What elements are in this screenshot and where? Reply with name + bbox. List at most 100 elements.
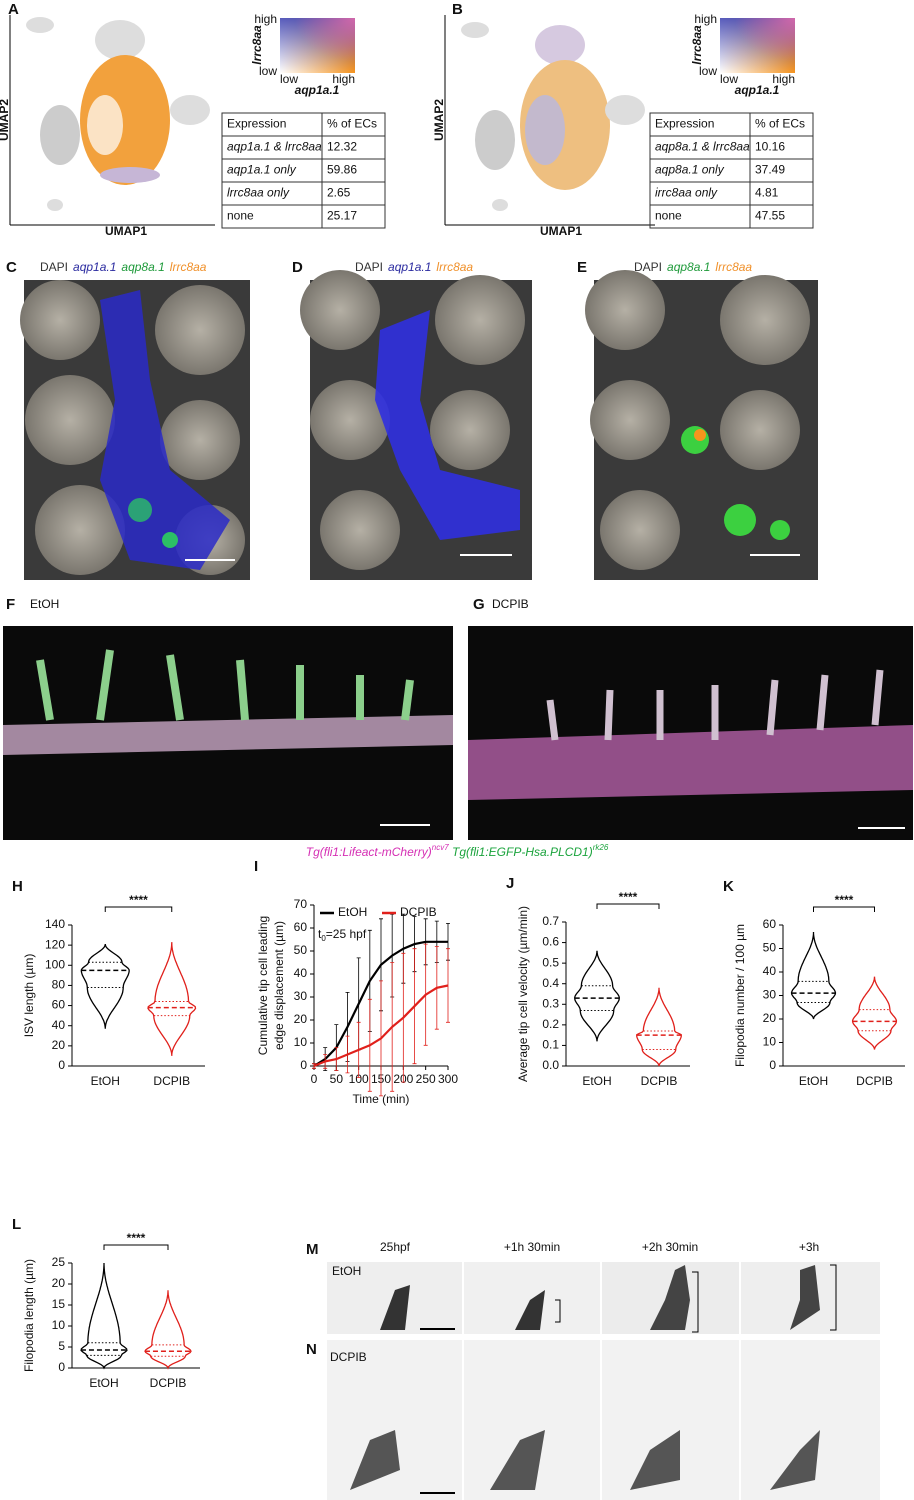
table-cell: lrrc8aa only	[227, 186, 290, 200]
y-tick-label: 0.4	[542, 976, 559, 990]
panel-letter: B	[452, 1, 463, 18]
image-f	[3, 626, 453, 840]
table-cell: irrc8aa only	[655, 186, 718, 200]
y-tick-label: 20	[294, 1012, 308, 1026]
axis-label: UMAP1	[105, 224, 147, 238]
panel-letter: I	[254, 858, 258, 875]
y-tick-label: 20	[52, 1276, 66, 1290]
y-tick-label: 0	[300, 1058, 307, 1072]
significance: ****	[835, 893, 854, 907]
condition: EtOH	[332, 1264, 361, 1278]
annotation-part: 0	[321, 934, 326, 943]
stain-label: DAPI aqp1a.1 aqp8a.1 lrrc8aa	[40, 260, 207, 274]
significance-bracket	[104, 906, 173, 912]
table-cell: 12.32	[327, 140, 357, 154]
table-header: % of ECs	[755, 117, 805, 131]
table-cell: 2.65	[327, 186, 351, 200]
legend-tick: low	[259, 64, 277, 78]
caption-part: Tg(fli1:Lifeact-mCherry)	[306, 845, 432, 859]
violin	[574, 950, 620, 1042]
y-axis-label: Filopodia number / 100 µm	[733, 924, 747, 1067]
time-label: +1h 30min	[504, 1240, 560, 1254]
x-tick-label: DCPIB	[856, 1074, 893, 1088]
x-tick-label: EtOH	[89, 1376, 118, 1390]
image-g	[468, 626, 913, 840]
y-axis-label: Filopodia length (µm)	[22, 1259, 36, 1372]
table-cell: aqp8a.1 only	[655, 163, 725, 177]
y-tick-label: 10	[294, 1035, 308, 1049]
annotation: t0=25 hpf	[318, 927, 367, 943]
x-tick-label: 0	[311, 1072, 318, 1086]
condition: DCPIB	[330, 1350, 367, 1364]
table-cell: 10.16	[755, 140, 785, 154]
image-e	[585, 270, 818, 580]
table-header: Expression	[227, 117, 286, 131]
legend-tick: high	[772, 72, 795, 86]
panel-letter: F	[6, 596, 15, 613]
table-cell: 47.55	[755, 209, 785, 223]
y-tick-label: 100	[45, 957, 65, 971]
time-label: +2h 30min	[642, 1240, 698, 1254]
caption-part: rk26	[593, 843, 609, 852]
significance: ****	[619, 890, 638, 904]
annotation-part: t	[318, 927, 322, 941]
table	[221, 112, 386, 229]
y-axis-label: Cumulative tip cell leading	[256, 916, 270, 1055]
legend-square	[280, 18, 795, 73]
y-tick-label: 0.7	[542, 914, 559, 928]
table-cell: 4.81	[755, 186, 779, 200]
legend-label: EtOH	[338, 905, 367, 919]
y-tick-label: 0	[58, 1058, 65, 1072]
y-tick-label: 0.6	[542, 935, 559, 949]
legend-tick: low	[280, 72, 298, 86]
x-tick-label: DCPIB	[150, 1376, 187, 1390]
y-tick-label: 60	[52, 998, 66, 1012]
y-tick-label: 140	[45, 917, 65, 931]
panel-letter: G	[473, 596, 485, 613]
y-tick-label: 0	[58, 1360, 65, 1374]
caption-part: Tg(fli1:EGFP-Hsa.PLCD1)	[449, 845, 593, 859]
caption: Tg(fli1:Lifeact-mCherry)ncv7 Tg(fli1:EGF…	[306, 843, 609, 859]
y-tick-label: 60	[294, 920, 308, 934]
line	[313, 984, 449, 1068]
x-axis-label: Time (min)	[353, 1092, 410, 1106]
condition: EtOH	[30, 597, 59, 611]
y-tick-label: 0.0	[542, 1058, 559, 1072]
y-tick-label: 30	[763, 988, 777, 1002]
image-c	[20, 280, 250, 580]
panel-letter: K	[723, 878, 734, 895]
y-tick-label: 20	[763, 1011, 777, 1025]
legend-tick: high	[254, 12, 277, 26]
table-cell: 25.17	[327, 209, 357, 223]
y-tick-label: 0.2	[542, 1017, 559, 1031]
stain: DAPI	[40, 260, 68, 274]
legend-gene: aqp1a.1	[295, 83, 340, 97]
x-tick-label: 300	[438, 1072, 458, 1086]
x-tick-label: 250	[416, 1072, 436, 1086]
significance: ****	[129, 893, 148, 907]
significance: ****	[127, 1231, 146, 1245]
table-header: % of ECs	[327, 117, 377, 131]
legend-label: DCPIB	[400, 905, 437, 919]
y-axis-label: ISV length (µm)	[22, 954, 36, 1038]
legend-tick: low	[720, 72, 738, 86]
y-tick-label: 10	[763, 1035, 777, 1049]
stain-label: DAPI aqp8a.1 lrrc8aa	[634, 260, 752, 274]
y-tick-label: 70	[294, 897, 308, 911]
y-tick-label: 0.1	[542, 1038, 559, 1052]
violin	[147, 942, 197, 1056]
condition: DCPIB	[492, 597, 529, 611]
stain-label: DAPI aqp1a.1 lrrc8aa	[355, 260, 473, 274]
axis-label: UMAP2	[432, 99, 446, 141]
panel-letter: L	[12, 1216, 21, 1233]
table-cell: aqp1a.1 only	[227, 163, 297, 177]
x-tick-label: 100	[349, 1072, 369, 1086]
x-tick-label: EtOH	[91, 1074, 120, 1088]
violin	[144, 1290, 192, 1370]
violin	[790, 932, 837, 1020]
stain: aqp8a.1	[121, 260, 164, 274]
stain: lrrc8aa	[436, 260, 473, 274]
significance-bracket	[103, 1244, 169, 1250]
table-cell: 37.49	[755, 163, 785, 177]
